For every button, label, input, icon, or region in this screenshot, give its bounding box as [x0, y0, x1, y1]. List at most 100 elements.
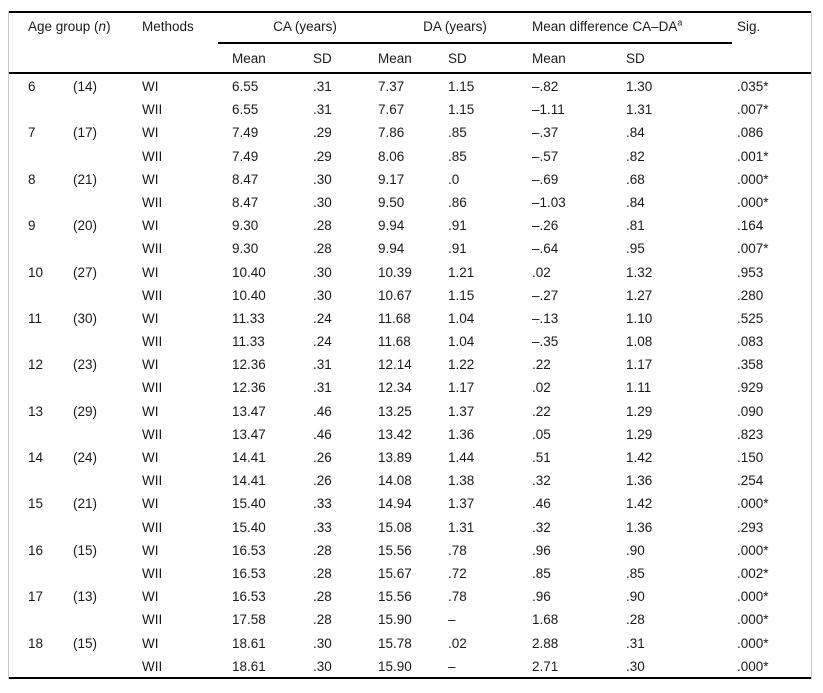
cell-da-sd: 1.36	[448, 426, 475, 442]
table-row: 18 (15) WI 18.61 .30 15.78 .02 2.88 .31 .000*	[8, 632, 812, 655]
column-header-mean-difference: Mean difference CA–DAa	[532, 17, 683, 34]
cell-sig: .007*	[737, 241, 769, 257]
cell-n: (20)	[73, 218, 98, 234]
cell-da-mean: 13.25	[378, 403, 412, 419]
cell-ca-sd: .30	[313, 171, 332, 187]
cell-diff-sd: .90	[626, 542, 645, 558]
cell-ca-sd: .28	[313, 589, 332, 605]
cell-ca-sd: .31	[313, 357, 332, 373]
cell-method: WII	[142, 519, 163, 535]
cell-da-sd: .86	[448, 194, 467, 210]
cell-ca-sd: .31	[313, 102, 332, 118]
cell-sig: .000*	[737, 194, 769, 210]
cell-age	[8, 608, 73, 631]
cell-diff-sd: 1.08	[626, 334, 653, 350]
cell-ca-sd: .31	[313, 79, 332, 94]
cell-age: 18	[28, 635, 44, 651]
cell-da-sd: 1.21	[448, 264, 475, 280]
left-edge-line	[8, 11, 9, 679]
footnote-marker-a: a	[677, 17, 683, 28]
cell-diff-sd: .84	[626, 194, 645, 210]
cell-diff-mean: .32	[532, 473, 551, 489]
cell-sig: .953	[737, 264, 764, 280]
table-row: 13 (29) WI 13.47 .46 13.25 1.37 .22 1.29 .090	[8, 400, 812, 423]
cell-diff-mean: –.37	[532, 125, 559, 141]
cell-method: WI	[142, 264, 159, 280]
table-row: WII 17.58 .28 15.90 – 1.68 .28 .000*	[8, 608, 812, 631]
cell-ca-mean: 7.49	[232, 148, 259, 164]
cell-da-sd: 1.37	[448, 496, 475, 512]
cell-ca-sd: .28	[313, 565, 332, 581]
cell-n: (13)	[73, 589, 98, 605]
cell-ca-sd: .28	[313, 241, 332, 257]
cell-ca-mean: 15.40	[232, 496, 266, 512]
cell-da-mean: 12.34	[378, 380, 412, 396]
cell-ca-mean: 8.47	[232, 194, 259, 210]
cell-da-mean: 12.14	[378, 357, 412, 373]
cell-method: WI	[142, 403, 159, 419]
cell-diff-mean: –1.11	[532, 102, 565, 118]
cell-ca-mean: 11.33	[232, 310, 265, 326]
cell-ca-mean: 8.47	[232, 171, 259, 187]
cell-da-mean: 14.08	[378, 473, 412, 489]
cell-da-sd: –	[448, 658, 456, 674]
cell-ca-sd: .29	[313, 125, 332, 141]
cell-ca-mean: 12.36	[232, 357, 266, 373]
cell-age: 9	[28, 218, 36, 234]
cell-age	[8, 98, 73, 121]
cell-diff-mean: .85	[532, 565, 551, 581]
cell-n	[73, 469, 142, 492]
table-bottom-rule	[8, 677, 812, 679]
table-body: 6 (14) WI 6.55.31 7.37 1.15 –.82 1.30.035* WII 6.…	[8, 75, 812, 678]
table-row: WII 13.47 .46 13.42 1.36 .05 1.29 .823	[8, 423, 812, 446]
cell-diff-sd: 1.29	[626, 426, 653, 442]
table-row: 6 (14) WI 6.55 .31 7.37 1.15 –.82 1.30 .035*	[8, 75, 812, 98]
cell-ca-mean: 7.49	[232, 125, 259, 141]
cell-sig: .000*	[737, 658, 769, 674]
cell-ca-sd: .30	[313, 194, 332, 210]
cell-age: 13	[28, 403, 44, 419]
cell-ca-mean: 10.40	[232, 264, 266, 280]
cell-method: WI	[142, 450, 159, 465]
cell-da-mean: 9.94	[378, 241, 405, 257]
cell-sig: .150	[737, 450, 764, 465]
cell-da-mean: 10.39	[378, 264, 412, 280]
header-body-separator-rule	[8, 72, 812, 74]
cell-ca-mean: 6.55	[232, 102, 259, 118]
column-header-sig: Sig.	[737, 19, 761, 34]
table-row: 17 (13) WI 16.53 .28 15.56 .78 .96 .90 .000*	[8, 585, 812, 608]
cell-ca-sd: .30	[313, 658, 332, 674]
table-row: 14 (24) WI 14.41 .26 13.89 1.44 .51 1.42 .150	[8, 446, 812, 469]
cell-da-mean: 15.90	[378, 658, 412, 674]
cell-diff-mean: –.69	[532, 171, 559, 187]
cell-n: (27)	[73, 264, 98, 280]
cell-ca-mean: 9.30	[232, 218, 259, 234]
cell-n	[73, 376, 142, 399]
cell-diff-mean: –.27	[532, 287, 559, 303]
cell-sig: .000*	[737, 171, 769, 187]
subheader-ca-mean: Mean	[232, 51, 266, 66]
cell-da-mean: 14.94	[378, 496, 412, 512]
cell-da-sd: .78	[448, 542, 467, 558]
cell-method: WI	[142, 125, 159, 141]
cell-age: 11	[28, 310, 43, 326]
cell-diff-mean: .96	[532, 542, 551, 558]
cell-sig: .083	[737, 334, 764, 350]
cell-da-mean: 15.08	[378, 519, 412, 535]
cell-age	[8, 423, 73, 446]
cell-diff-mean: .96	[532, 589, 551, 605]
cell-da-mean: 15.56	[378, 542, 412, 558]
table-row: WII 18.61 .30 15.90 – 2.71 .30 .000*	[8, 655, 812, 678]
cell-ca-mean: 17.58	[232, 612, 266, 628]
cell-da-sd: 1.38	[448, 473, 475, 489]
cell-ca-mean: 14.41	[232, 473, 266, 489]
cell-diff-sd: 1.32	[626, 264, 653, 280]
subheader-diff-sd: SD	[626, 51, 645, 66]
cell-da-mean: 13.89	[378, 450, 412, 465]
table-row: 7 (17) WI 7.49 .29 7.86 .85 –.37 .84 .086	[8, 121, 812, 144]
cell-age	[8, 284, 73, 307]
cell-sig: .000*	[737, 589, 769, 605]
cell-ca-sd: .26	[313, 450, 332, 465]
cell-da-sd: .0	[448, 171, 460, 187]
table-row: 10 (27) WI 10.40 .30 10.39 1.21 .02 1.32 .953	[8, 261, 812, 284]
